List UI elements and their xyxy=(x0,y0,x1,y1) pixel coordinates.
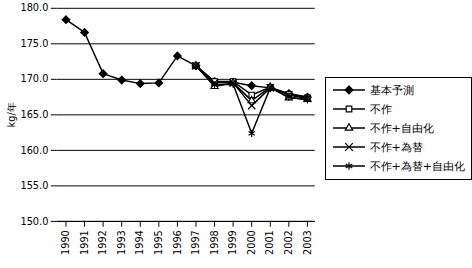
svg-text:160.0: 160.0 xyxy=(20,144,48,155)
svg-text:170.0: 170.0 xyxy=(20,73,48,84)
svg-text:165.0: 165.0 xyxy=(20,109,48,120)
svg-text:180.0: 180.0 xyxy=(20,2,48,13)
svg-text:150.0: 150.0 xyxy=(20,216,48,227)
svg-text:175.0: 175.0 xyxy=(20,38,48,49)
svg-text:1990: 1990 xyxy=(60,230,71,255)
svg-text:2000: 2000 xyxy=(246,230,257,255)
svg-text:kg/年: kg/年 xyxy=(6,102,17,127)
html-text:不作+自由化: 不作+自由化 xyxy=(369,121,434,135)
svg-text:1996: 1996 xyxy=(172,230,183,255)
html-text:不作+為替: 不作+為替 xyxy=(369,140,423,154)
svg-text:1999: 1999 xyxy=(227,230,238,255)
html-text:不作: 不作 xyxy=(369,102,392,116)
svg-text:2003: 2003 xyxy=(302,230,313,255)
html-text:基本予測: 基本予測 xyxy=(369,83,414,97)
svg-text:1992: 1992 xyxy=(97,230,108,255)
svg-text:1994: 1994 xyxy=(134,230,145,255)
svg-text:1997: 1997 xyxy=(190,230,201,255)
svg-text:2002: 2002 xyxy=(283,230,294,255)
svg-text:1995: 1995 xyxy=(153,230,164,255)
svg-text:1998: 1998 xyxy=(209,230,220,255)
svg-text:2001: 2001 xyxy=(264,230,275,255)
svg-text:1991: 1991 xyxy=(79,230,90,255)
svg-text:155.0: 155.0 xyxy=(20,180,48,191)
svg-text:1993: 1993 xyxy=(116,230,127,255)
html-text:不作+為替+自由化: 不作+為替+自由化 xyxy=(369,159,465,173)
